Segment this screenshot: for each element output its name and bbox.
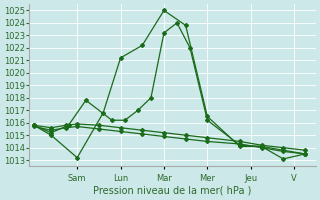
X-axis label: Pression niveau de la mer( hPa ): Pression niveau de la mer( hPa )	[93, 186, 252, 196]
